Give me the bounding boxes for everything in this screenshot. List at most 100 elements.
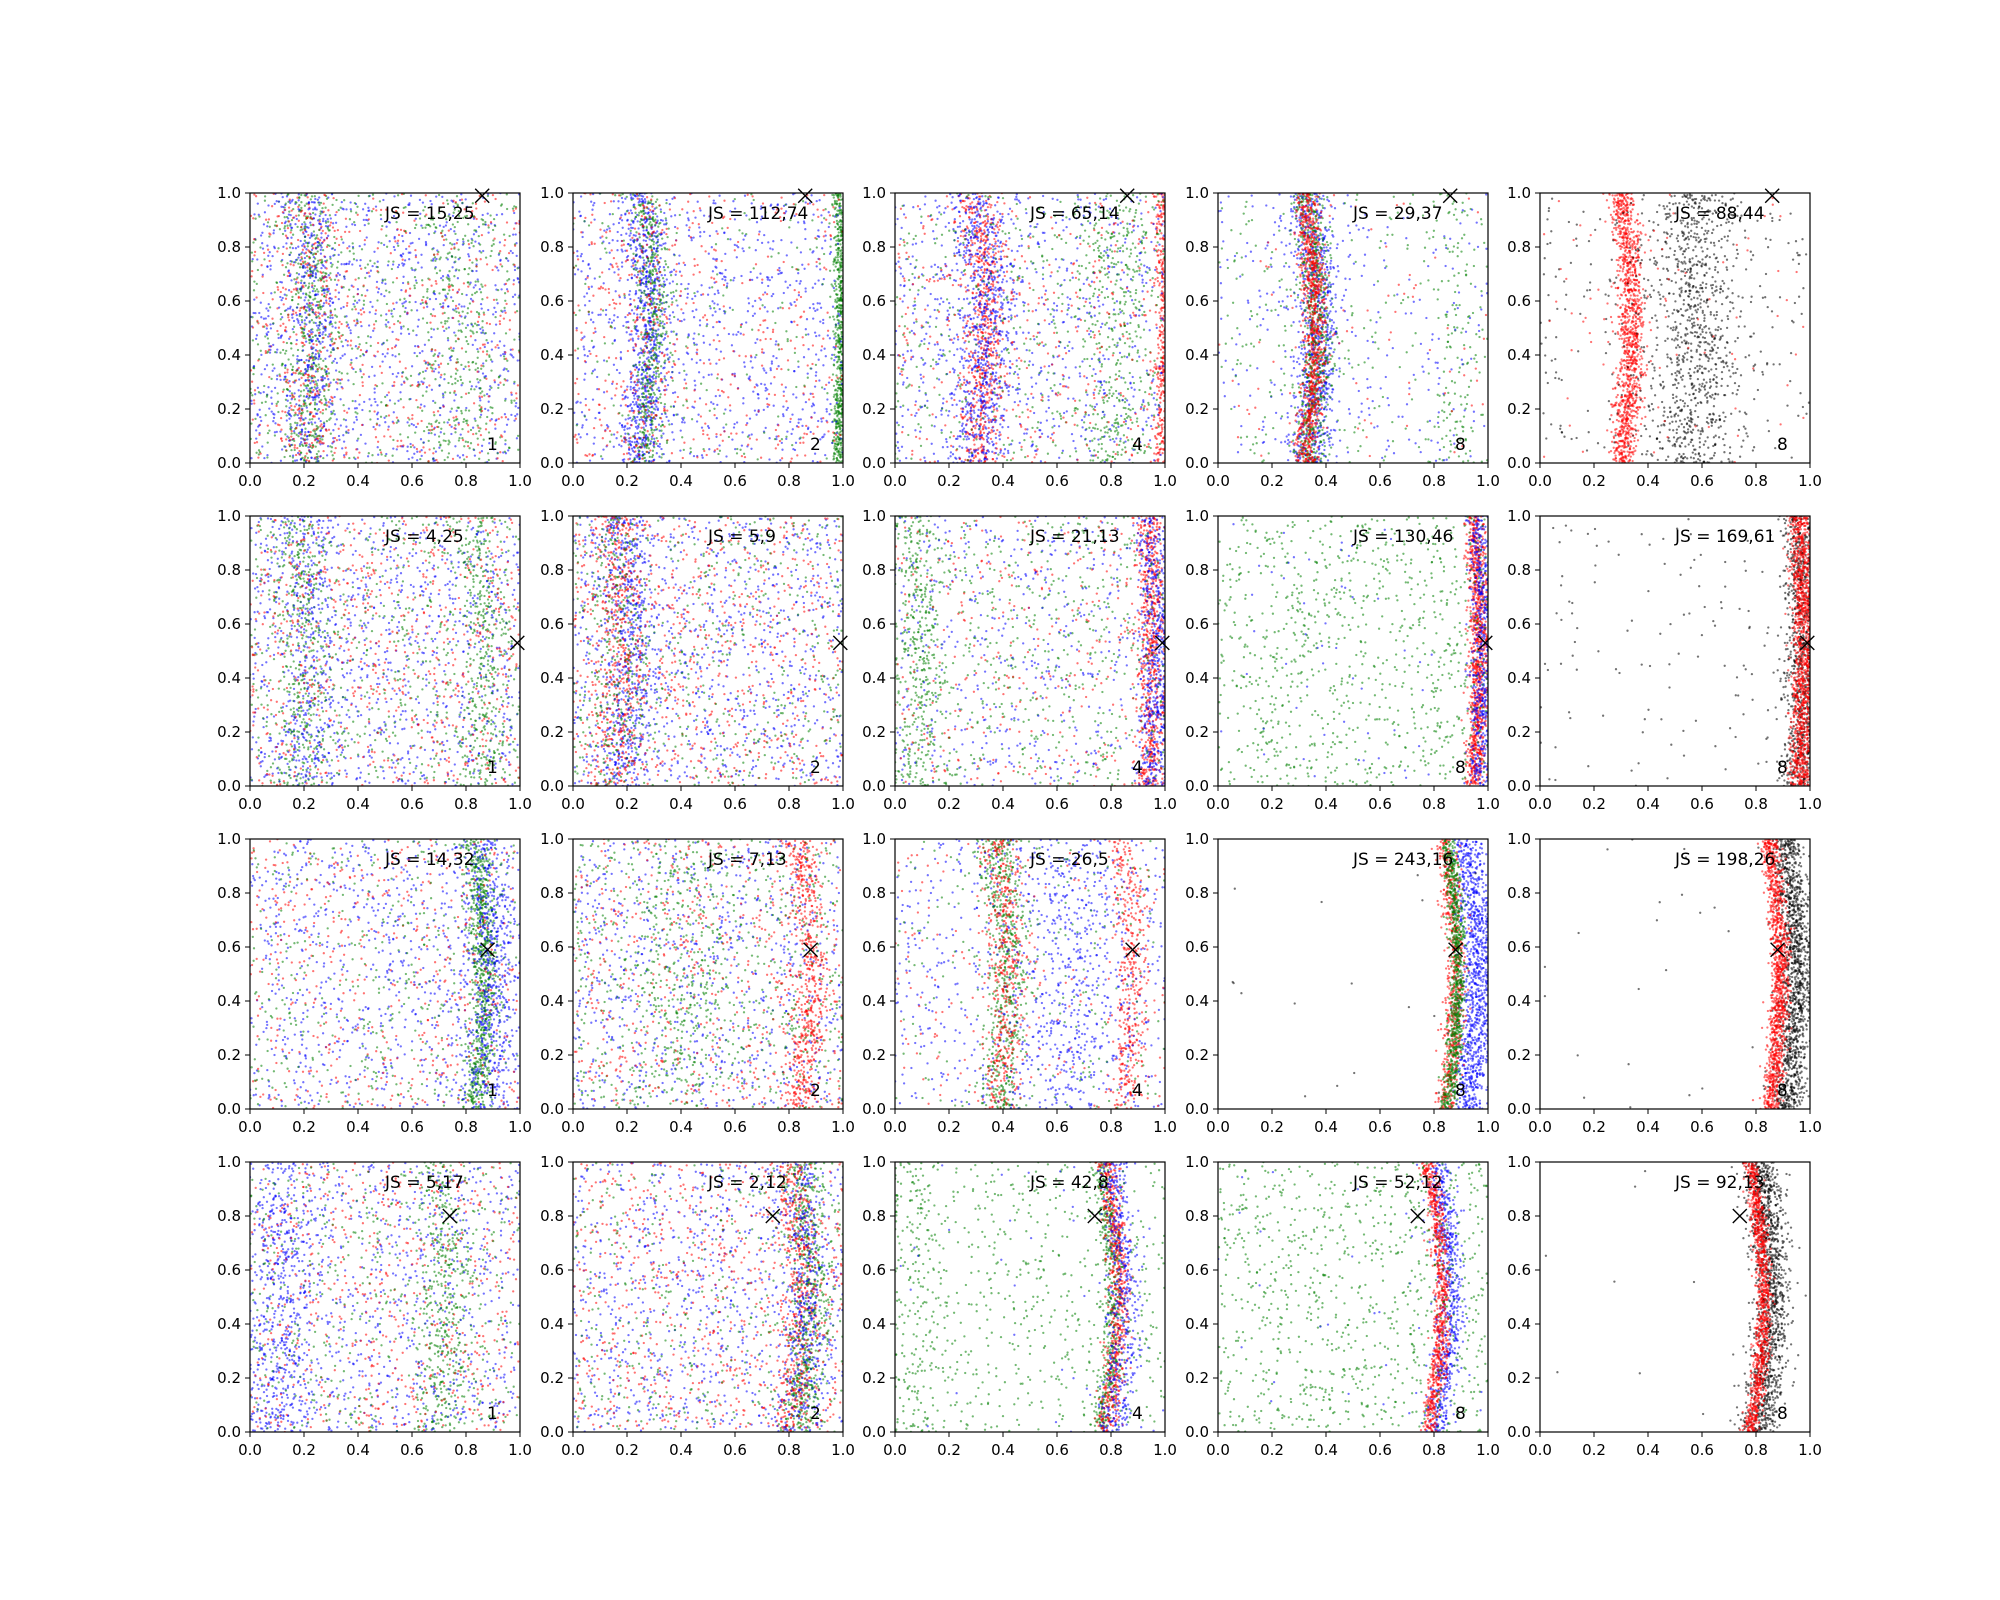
data-point [251,418,254,421]
data-point [479,399,482,402]
data-point [317,300,321,304]
data-point [321,374,325,378]
data-point [485,350,489,353]
data-point [266,225,269,228]
data-point [438,421,441,425]
data-point [482,311,485,314]
data-point [285,449,288,453]
data-point [338,370,341,374]
data-point [309,412,312,416]
data-point [517,448,520,451]
data-point [300,405,303,408]
data-point [298,424,302,427]
data-point [289,341,293,345]
data-point [486,194,490,198]
data-point [380,293,383,296]
data-point [454,424,457,427]
data-point [322,288,325,292]
data-point [396,227,399,231]
data-point [457,311,461,314]
data-point [400,325,403,329]
data-point [284,328,287,332]
data-point [473,454,477,457]
data-point [429,312,433,316]
data-point [485,353,489,356]
data-point [504,399,507,402]
data-point [661,325,664,328]
data-point [308,357,311,360]
scatter-points [250,193,520,463]
data-point [473,291,477,295]
data-point [316,384,319,387]
data-point [372,197,375,200]
data-point [321,426,325,429]
data-point [458,303,461,306]
data-point [836,367,839,370]
data-point [409,194,413,197]
data-point [255,437,258,440]
data-point [286,411,290,414]
data-point [453,208,456,211]
data-point [284,398,288,401]
data-point [307,379,310,383]
data-point [469,442,473,445]
data-point [336,388,339,391]
data-point [502,383,505,386]
data-point [450,425,453,428]
data-point [443,329,446,333]
data-point [388,326,391,329]
data-point [284,288,287,291]
data-point [267,204,270,207]
data-point [645,226,648,230]
data-point [391,263,395,266]
data-point [356,293,359,296]
data-point [486,341,490,345]
data-point [355,407,358,410]
data-point [482,313,486,316]
data-point [434,349,437,352]
data-point [324,206,327,209]
data-point [289,335,292,339]
data-point [658,341,661,344]
scatter-points [573,193,843,463]
data-point [668,282,671,285]
data-point [502,317,506,320]
data-point [415,425,418,429]
data-point [361,408,364,412]
data-point [664,242,667,245]
data-point [312,346,315,349]
data-point [451,308,455,311]
data-point [299,289,302,293]
data-point [313,421,317,424]
data-point [430,203,433,206]
data-point [467,255,471,258]
data-point [303,334,307,338]
data-point [320,441,323,444]
data-point [644,388,647,391]
x-tick-label: 0.8 [454,472,478,490]
data-point [301,251,304,254]
data-point [337,427,340,430]
data-point [655,360,659,363]
data-point [300,315,303,318]
data-point [453,230,456,233]
data-point [317,290,320,293]
data-point [451,457,455,461]
data-point [511,251,514,255]
data-point [338,320,341,324]
data-point [399,398,402,401]
data-point [666,266,670,269]
data-point [324,399,328,402]
data-point [445,256,448,260]
data-point [361,381,364,384]
data-point [352,258,356,261]
data-point [515,254,518,258]
data-point [454,256,457,259]
data-point [303,328,306,332]
data-point [479,347,482,350]
data-point [345,304,349,307]
data-point [833,412,836,415]
data-point [309,221,312,224]
data-point [331,316,334,319]
data-point [391,372,394,376]
